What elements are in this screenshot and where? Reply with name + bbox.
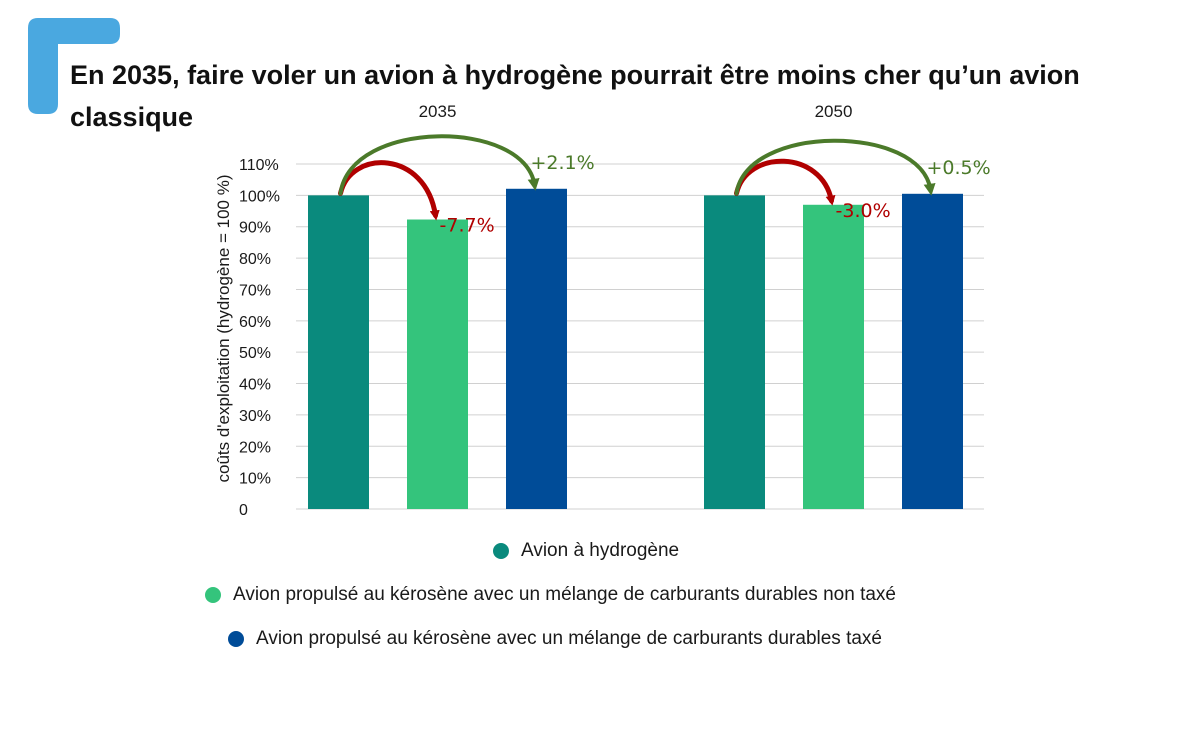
brand-corner-logo [28,18,120,114]
bar-2035-series-1 [407,219,468,509]
legend-swatch [205,587,221,603]
legend-swatch [228,631,244,647]
legend-swatch [493,543,509,559]
y-tick-label: 70% [239,282,271,299]
legend-item: Avion propulsé au kérosène avec un mélan… [205,584,896,606]
bar-2050-series-0 [704,195,765,509]
legend-label: Avion à hydrogène [521,540,680,561]
y-tick-label: 30% [239,408,271,425]
category-label: 2050 [815,102,853,121]
bar-2050-series-1 [803,204,864,510]
annotation-label: +2.1% [531,152,595,174]
category-label: 2035 [419,102,457,121]
y-tick-label: 60% [239,314,271,331]
bar-2035-series-2 [506,188,567,509]
legend-item: Avion propulsé au kérosène avec un mélan… [228,628,882,650]
annotation-label: -3.0% [836,200,891,222]
decrease-arrow [338,160,440,221]
y-tick-label: 0 [239,502,248,519]
increase-arrow [338,134,540,196]
increase-arrow [734,138,936,196]
y-tick-label: 90% [239,220,271,237]
annotation-label: +0.5% [927,157,991,179]
y-tick-label: 10% [239,471,271,488]
y-tick-label: 80% [239,251,271,268]
legend-label: Avion propulsé au kérosène avec un mélan… [233,584,896,605]
y-axis-label: coûts d'exploitation (hydrogène = 100 %) [214,174,233,482]
annotation-label: -7.7% [440,215,495,237]
chart-title: En 2035, faire voler un avion à hydrogèn… [70,60,1080,132]
legend-item: Avion à hydrogène [493,540,679,562]
y-tick-label: 100% [239,188,280,205]
y-tick-label: 50% [239,345,271,362]
legend-label: Avion propulsé au kérosène avec un mélan… [256,628,882,649]
y-tick-label: 110% [239,157,279,174]
y-tick-label: 20% [239,439,271,456]
y-tick-label: 40% [239,377,271,394]
bar-2035-series-0 [308,195,369,509]
bar-2050-series-2 [902,193,963,509]
